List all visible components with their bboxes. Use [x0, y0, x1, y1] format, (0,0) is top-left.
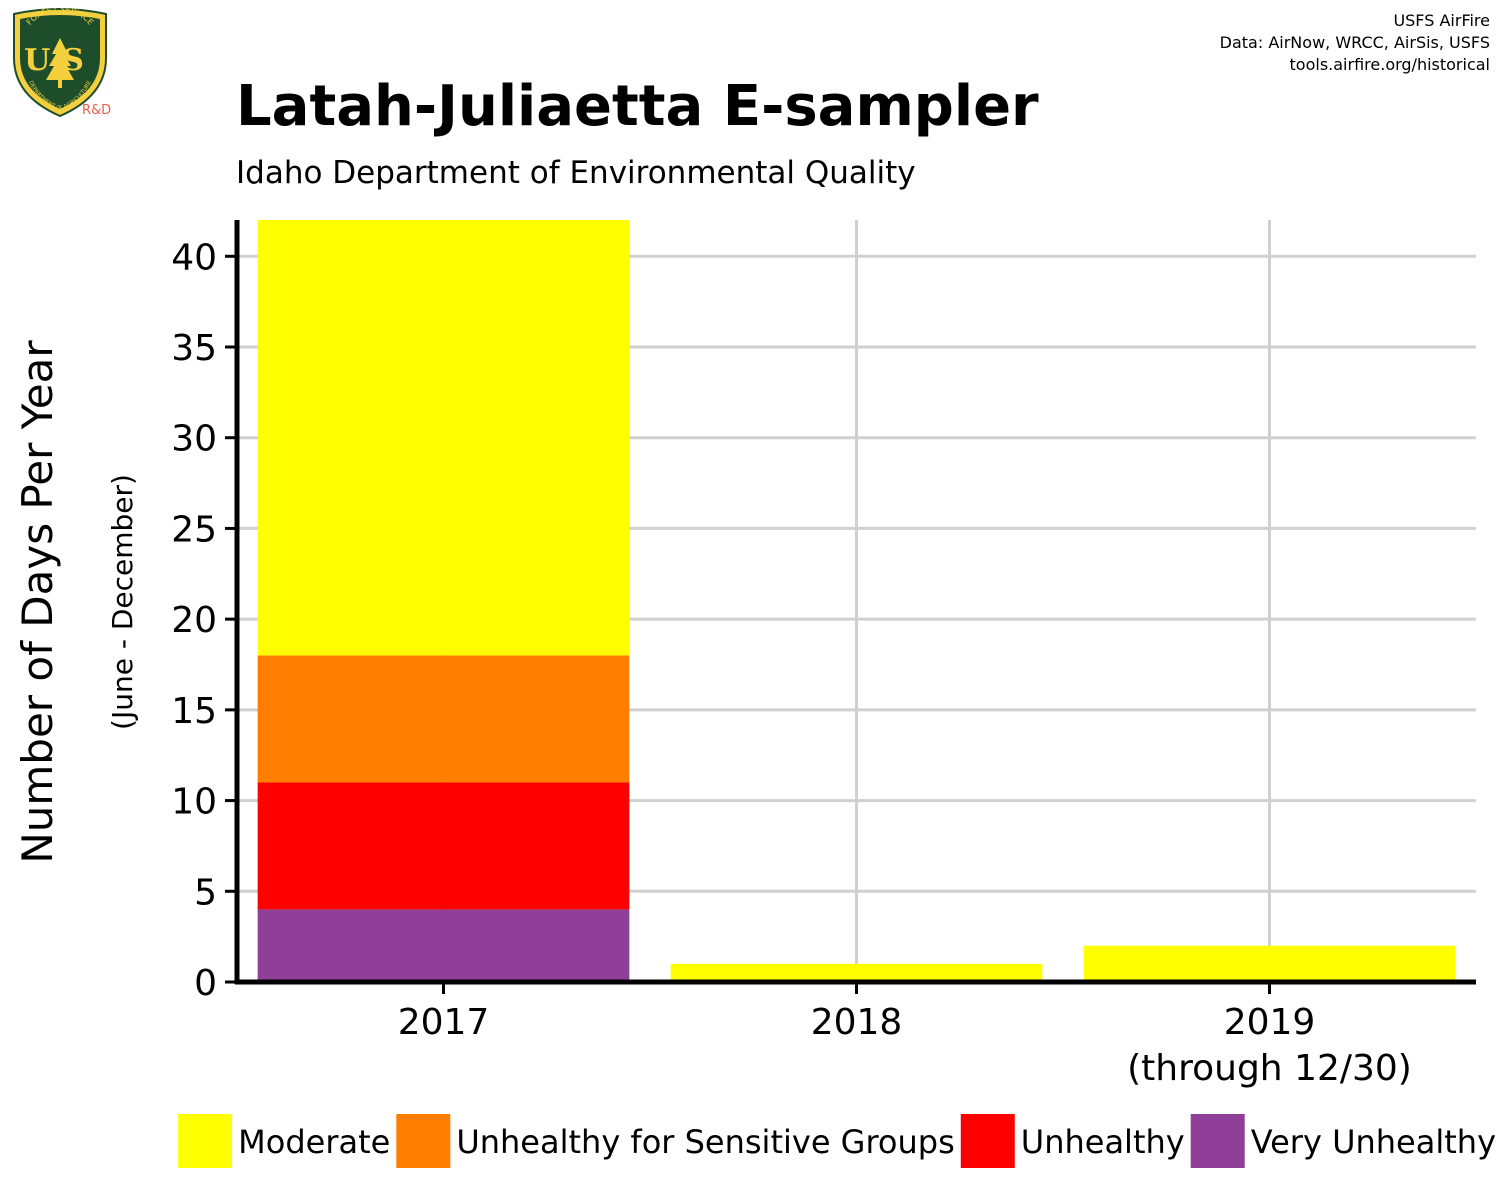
legend-swatch [1190, 1114, 1245, 1168]
y-tick-label-10: 10 [171, 782, 217, 823]
y-tick-label-15: 15 [171, 691, 217, 732]
y-tick-label-20: 20 [171, 600, 217, 641]
legend-label: Unhealthy [1021, 1123, 1185, 1161]
x-tick-label-2019: 2019 [1224, 1002, 1316, 1043]
legend-swatch [178, 1114, 233, 1168]
legend-swatch [396, 1114, 451, 1168]
legend-label: Unhealthy for Sensitive Groups [456, 1123, 954, 1161]
y-tick-label-5: 5 [194, 872, 217, 913]
bar-2017-unhealthy [257, 782, 630, 910]
x-tick-label-2017: 2017 [398, 1002, 490, 1043]
bar-2019-moderate [1083, 945, 1456, 982]
y-axis-sublabel: (June - December) [106, 474, 139, 730]
tick-labels: 0 5 10 15 20 25 30 35 40 2017 2018 2019 (through 12/… [171, 237, 1412, 1089]
bar-2017-very-unhealthy [257, 909, 630, 982]
legend: Moderate Unhealthy for Sensitive Groups Un… [178, 1114, 1496, 1168]
y-tick-label-25: 25 [171, 509, 217, 550]
logo-suffix: R&D [82, 103, 111, 118]
credits: USFS AirFire Data: AirNow, WRCC, AirSis,… [1220, 10, 1490, 76]
credit-line-airfire: USFS AirFire [1393, 11, 1490, 30]
y-tick-label-30: 30 [171, 419, 217, 460]
legend-label: Moderate [238, 1123, 390, 1161]
forest-service-logo: FOREST SERVICE DEPARTMENT OF AGRICULTURE… [13, 8, 111, 118]
y-axis-label: Number of Days Per Year [13, 340, 62, 864]
legend-label: Very Unhealthy [1251, 1123, 1496, 1161]
legend-item-unhealthy: Unhealthy [960, 1114, 1185, 1168]
y-tick-label-40: 40 [171, 237, 217, 278]
x-tick-sublabel-2019: (through 12/30) [1127, 1048, 1412, 1089]
tree-icon [46, 38, 74, 88]
bar-2017-moderate [257, 220, 630, 656]
credit-line-url: tools.airfire.org/historical [1289, 55, 1490, 74]
axes [225, 220, 1476, 994]
bar-2017-unhealthy-for-sensitive-groups [257, 655, 630, 783]
x-tick-label-2018: 2018 [811, 1002, 903, 1043]
y-tick-label-35: 35 [171, 328, 217, 369]
bar-2018-moderate [670, 963, 1043, 982]
legend-item-moderate: Moderate [178, 1114, 390, 1168]
chart-subtitle: Idaho Department of Environmental Qualit… [236, 155, 916, 191]
y-tick-label-0: 0 [194, 963, 217, 1004]
credit-line-data-sources: Data: AirNow, WRCC, AirSis, USFS [1219, 33, 1490, 52]
bars [257, 220, 1456, 982]
legend-item-very-unhealthy: Very Unhealthy [1190, 1114, 1496, 1168]
legend-swatch [960, 1114, 1015, 1168]
chart-title: Latah-Juliaetta E-sampler [236, 74, 1039, 139]
legend-item-unhealthy-for-sensitive-groups: Unhealthy for Sensitive Groups [396, 1114, 955, 1168]
